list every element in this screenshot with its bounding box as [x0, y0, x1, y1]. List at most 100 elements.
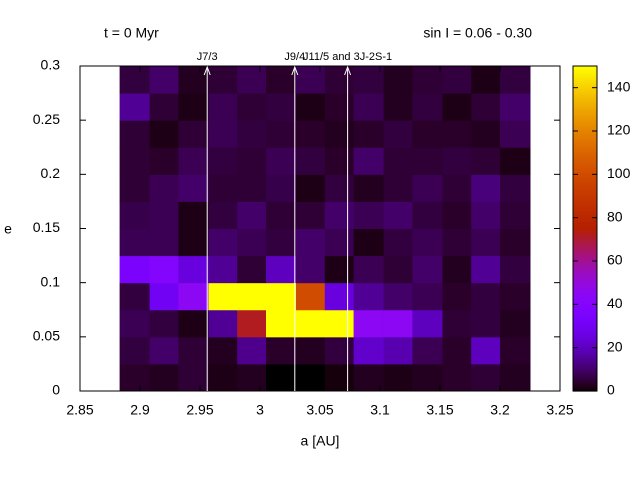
heat-cell [266, 120, 297, 148]
colorbar-strip [573, 143, 597, 146]
colorbar-strip [573, 196, 597, 199]
heat-cell [208, 93, 238, 121]
colorbar-strip [573, 382, 597, 386]
heat-cell [442, 66, 472, 94]
colorbar-strip [573, 334, 597, 337]
heat-cell [353, 255, 385, 284]
heat-cell [500, 174, 531, 202]
colorbar-strip [573, 352, 597, 356]
colorbar-strip [573, 90, 597, 94]
colorbar-strip [573, 76, 597, 79]
heat-cell [119, 174, 151, 202]
colorbar-strip [573, 305, 597, 309]
heat-cell [324, 255, 355, 284]
heat-cell [149, 93, 179, 121]
colorbar-strip [573, 293, 597, 297]
heat-cell [149, 363, 179, 392]
heat-cell [442, 174, 472, 202]
heat-cell [412, 201, 443, 229]
heat-cell [442, 363, 472, 392]
colorbar-strip [573, 126, 597, 130]
colorbar-strip [573, 220, 597, 224]
resonance-arrow [344, 65, 352, 76]
colorbar-strip [573, 344, 597, 347]
colorbar-strip [573, 372, 597, 376]
heat-cell [412, 120, 443, 148]
colorbar-strip [573, 315, 597, 319]
heat-cell [237, 363, 267, 392]
colorbar-strip [573, 92, 597, 96]
colorbar-strip [573, 376, 597, 380]
y-tick-label: 0.15 [33, 219, 60, 235]
colorbar-strip [573, 131, 597, 134]
resonance-label: J9/4 [284, 51, 305, 63]
colorbar-strip [573, 332, 597, 335]
heat-cell [178, 174, 209, 202]
colorbar-strip [573, 364, 597, 368]
heat-cell [149, 120, 179, 148]
heat-cell [324, 120, 355, 148]
colorbar-strip [573, 161, 597, 165]
heat-cell [412, 336, 443, 365]
heat-cell [412, 309, 443, 338]
colorbar-strip [573, 200, 597, 203]
colorbar-tick-label: 60 [607, 252, 623, 268]
heat-cell [266, 336, 297, 365]
heat-cell [353, 228, 385, 257]
heat-cell [119, 147, 151, 175]
colorbar-strip [573, 98, 597, 102]
heat-cell [324, 66, 355, 94]
colorbar-strip [573, 179, 597, 183]
colorbar-strip [573, 287, 597, 291]
heat-cell [353, 93, 385, 121]
heat-cell [237, 228, 267, 257]
colorbar-strip [573, 100, 597, 104]
colorbar-strip [573, 82, 597, 85]
colorbar-strip [573, 78, 597, 81]
heat-cell [383, 147, 413, 175]
heat-cell [471, 66, 501, 94]
colorbar-strip [573, 171, 597, 175]
heat-cell [412, 147, 443, 175]
heat-cell [208, 228, 238, 257]
colorbar-strip [573, 370, 597, 374]
heat-cell [237, 282, 267, 311]
colorbar-strip [573, 277, 597, 280]
heat-cell [500, 228, 531, 257]
heat-cell [353, 363, 385, 392]
resonance-arrow [203, 65, 211, 76]
heat-cell [442, 309, 472, 338]
colorbar-strip [573, 350, 597, 354]
title-right: sin I = 0.06 - 0.30 [423, 25, 532, 41]
x-tick-label: 2.95 [186, 402, 213, 418]
heat-cell [471, 255, 501, 284]
heat-cell [500, 201, 531, 229]
colorbar-tick-label: 80 [607, 208, 623, 224]
colorbar-strip [573, 175, 597, 179]
colorbar-strip [573, 295, 597, 299]
heat-cell [296, 93, 326, 121]
colorbar-strip [573, 252, 597, 256]
heat-cell [412, 255, 443, 284]
colorbar-strip [573, 275, 597, 278]
heat-cell [119, 309, 151, 338]
colorbar-strip [573, 106, 597, 110]
colorbar-strip [573, 362, 597, 366]
colorbar-strip [573, 116, 597, 120]
colorbar-strip [573, 309, 597, 313]
colorbar-strip [573, 226, 597, 230]
colorbar-strip [573, 307, 597, 311]
colorbar [573, 66, 597, 392]
heat-cell [178, 93, 209, 121]
colorbar-strip [573, 202, 597, 205]
colorbar-strip [573, 269, 597, 272]
colorbar-strip [573, 317, 597, 321]
y-tick-label: 0.3 [41, 57, 61, 73]
heat-cell [119, 336, 151, 365]
colorbar-strip [573, 240, 597, 244]
colorbar-strip [573, 120, 597, 124]
colorbar-strip [573, 96, 597, 100]
heat-cell [208, 282, 238, 311]
colorbar-strip [573, 141, 597, 144]
heat-cell [324, 336, 355, 365]
